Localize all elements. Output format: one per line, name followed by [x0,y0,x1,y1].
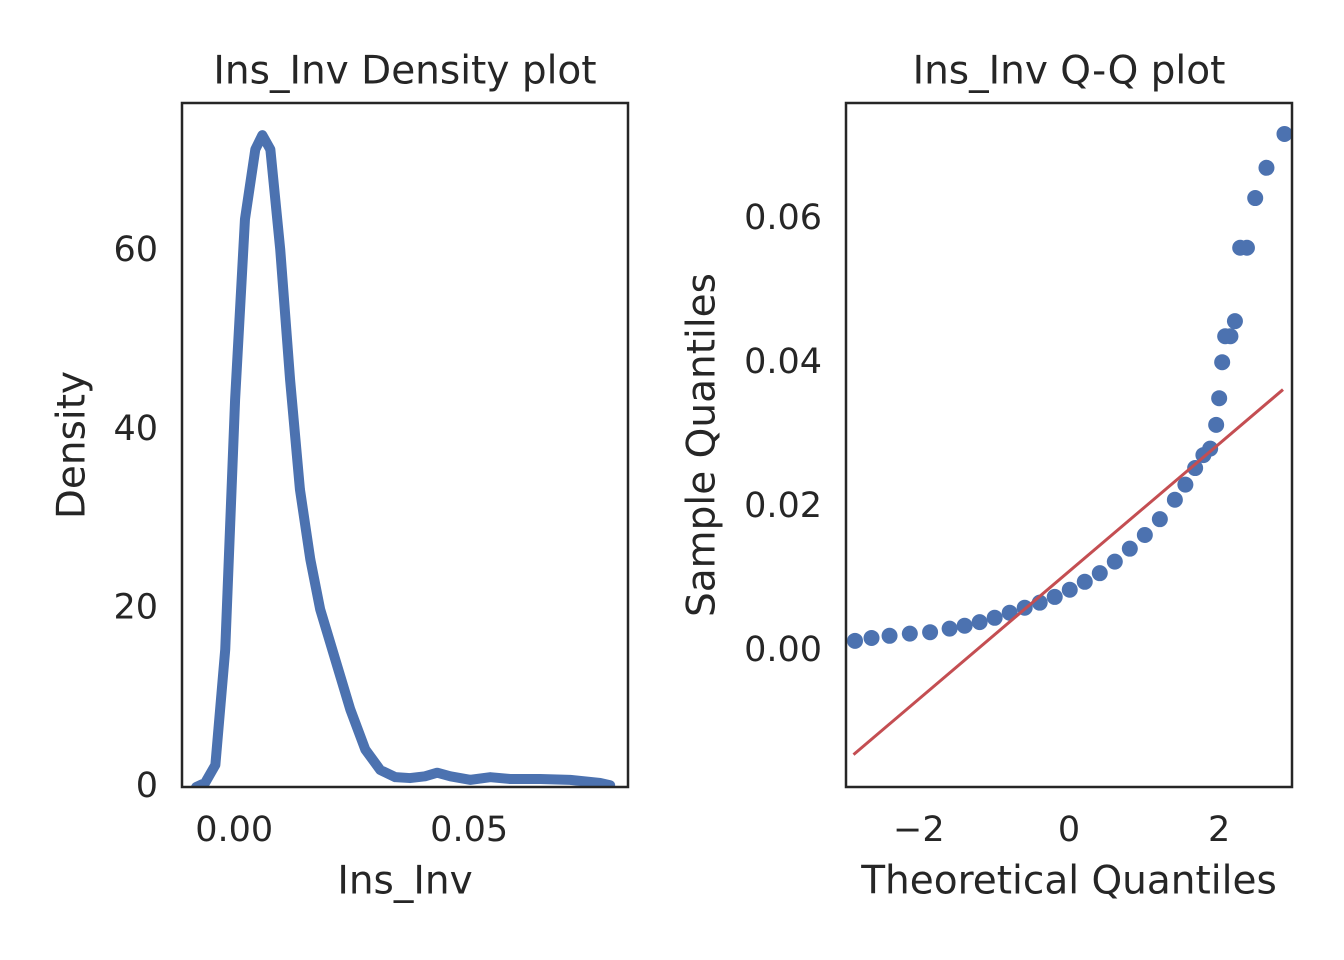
qq-point [1187,460,1204,477]
y-axis-label: Sample Quantiles [680,273,725,617]
qq-point [941,620,958,637]
x-tick-label: 0 [1058,810,1080,850]
qq-point [863,629,880,646]
reference-line [852,388,1284,756]
qq-point [1106,553,1123,570]
qq-point [1061,581,1078,598]
x-tick-label: −2 [893,810,945,850]
axes-frame [180,101,630,789]
qq-point [1226,313,1243,330]
x-tick-label: 2 [1208,810,1230,850]
y-tick-label: 0.04 [744,342,822,382]
qq-point [1121,540,1138,557]
qq-point [847,632,864,649]
qq-point [1166,491,1183,508]
qq-point [971,614,988,631]
y-tick-label: 0 [136,766,158,806]
y-tick-label: 0.02 [744,486,822,526]
x-tick-label: 0.05 [430,810,508,850]
y-tick-label: 0.06 [744,198,822,238]
qq-point [1276,125,1293,142]
qq-point [1214,354,1231,371]
qq-point [1238,239,1255,256]
qq-point [922,624,939,641]
qq-point [1202,440,1219,457]
qq-point [1258,159,1275,176]
qq-point [1091,565,1108,582]
x-axis-label: Ins_Inv [337,859,472,904]
y-tick-label: 40 [113,409,158,449]
qq-point [1136,527,1153,543]
qq-point [1211,390,1228,407]
y-tick-label: 20 [113,587,158,627]
y-tick-label: 60 [113,230,158,270]
y-axis-label: Density [50,371,95,519]
qq-point [1046,588,1063,605]
qq-point [956,617,973,634]
qq-point [1177,476,1194,493]
qq-point [881,627,898,644]
qq-point [1247,190,1264,207]
qq-point [901,625,918,642]
subplot-title: Ins_Inv Q-Q plot [913,49,1226,94]
x-tick-label: 0.00 [195,810,273,850]
qq-point [1151,511,1168,528]
qq-point [1076,573,1093,590]
axes-frame [844,101,1294,789]
subplot-title: Ins_Inv Density plot [213,49,596,94]
y-tick-label: 0.00 [744,630,822,670]
qq-point [1208,416,1225,433]
x-axis-label: Theoretical Quantiles [860,859,1277,904]
qq-point [1222,328,1239,345]
density-line [191,130,616,787]
qq-point [986,609,1003,626]
